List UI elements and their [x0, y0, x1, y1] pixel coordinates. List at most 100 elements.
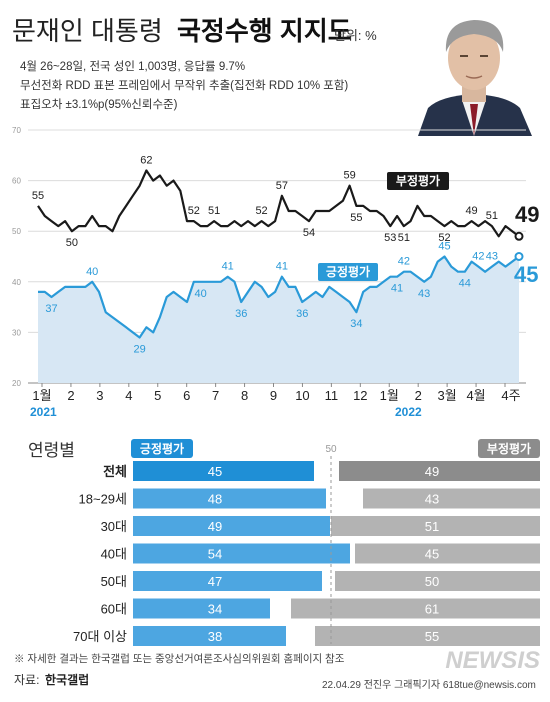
- negative-point-label: 55: [32, 190, 44, 202]
- negative-point-label: 62: [140, 154, 152, 166]
- x-tick-label: 11: [325, 388, 339, 403]
- line-chart-x-axis: 1월 2 3 4 5 6 7 8 9 10 11 12 1월 2 3월 4월 4주 2021 2022: [30, 383, 521, 419]
- negative-point-label: 57: [276, 180, 288, 192]
- positive-bar: [133, 598, 270, 619]
- footnote: ※ 자세한 결과는 한국갤럽 또는 중앙선거여론조사심의위원회 홈페이지 참조: [14, 652, 345, 665]
- y-tick-label-30: 30: [12, 328, 21, 337]
- negative-bar-value: 55: [425, 629, 439, 644]
- positive-point-label: 42: [398, 256, 410, 268]
- negative-bar-value: 49: [425, 464, 439, 479]
- negative-point-label: 55: [350, 212, 362, 224]
- negative-bar: [339, 461, 540, 481]
- y-tick-label-60: 60: [12, 177, 21, 186]
- x-tick-label: 3: [96, 388, 103, 403]
- y-tick-label-50: 50: [12, 227, 21, 236]
- x-tick-label: 4월: [466, 388, 485, 403]
- negative-bar: [363, 488, 540, 509]
- footer: ※ 자세한 결과는 한국갤럽 또는 중앙선거여론조사심의위원회 홈페이지 참조 …: [14, 647, 540, 691]
- x-tick-label: 8: [241, 388, 248, 403]
- positive-legend-tag: 긍정평가: [131, 439, 193, 458]
- negative-bar: [335, 571, 540, 591]
- negative-point-label: 52: [255, 205, 267, 217]
- negative-bar: [331, 516, 540, 536]
- category-label: 60대: [101, 602, 127, 617]
- positive-point-label: 41: [391, 283, 403, 295]
- negative-bar-value: 51: [425, 519, 439, 534]
- x-tick-label: 1월: [380, 388, 399, 403]
- category-label: 18~29세: [79, 492, 127, 507]
- positive-bar: [133, 626, 286, 646]
- positive-bar-value: 48: [208, 492, 222, 507]
- positive-series-tag-text: 긍정평가: [326, 264, 370, 279]
- x-tick-label: 4: [125, 388, 132, 403]
- line-chart-end-markers: [514, 231, 524, 261]
- negative-point-label: 52: [438, 232, 450, 244]
- year-label-2021: 2021: [30, 405, 57, 419]
- negative-point-label: 53: [384, 232, 396, 244]
- x-tick-label: 9: [270, 388, 277, 403]
- line-chart-y-ticks: 20 30 40 50 60 70: [12, 126, 21, 388]
- age-group-bar-chart: 연령별 긍정평가 부정평가 50 전체 45 49 18~29세 48 43 30대 49 51…: [28, 439, 540, 646]
- negative-legend-text: 부정평가: [487, 441, 531, 456]
- positive-point-label: 34: [350, 318, 362, 330]
- survey-info-line-1: 4월 26~28일, 전국 성인 1,003명, 응답률 9.7%: [20, 59, 245, 73]
- x-tick-label: 2: [67, 388, 74, 403]
- positive-point-label: 43: [418, 288, 430, 300]
- newsis-logo: NEWSIS: [445, 647, 540, 674]
- x-tick-label: 3월: [438, 388, 457, 403]
- positive-bar: [133, 571, 322, 591]
- category-label: 40대: [101, 547, 127, 562]
- midline-label: 50: [325, 444, 337, 455]
- x-tick-label: 5: [154, 388, 161, 403]
- positive-bar-value: 47: [208, 574, 222, 589]
- bar-chart-title: 연령별: [28, 441, 75, 460]
- category-label: 30대: [101, 519, 127, 534]
- positive-bar-value: 38: [208, 629, 222, 644]
- positive-end-value: 45: [514, 262, 538, 287]
- positive-bar: [133, 543, 350, 564]
- negative-bar: [291, 598, 540, 619]
- negative-bar-value: 61: [425, 602, 439, 617]
- negative-legend-tag: 부정평가: [478, 439, 540, 458]
- bar-rows: 전체 45 49 18~29세 48 43 30대 49 51 40대 54 45 50대 47 50 60대…: [73, 461, 540, 646]
- negative-series-tag: 부정평가: [387, 172, 449, 190]
- source-name: 한국갤럽: [45, 672, 89, 687]
- positive-end-marker: [514, 252, 524, 261]
- x-tick-label: 1월: [32, 388, 51, 403]
- survey-info-line-2: 무선전화 RDD 표본 프레임에서 무작위 추출(집전화 RDD 10% 포함): [20, 79, 348, 92]
- positive-point-label: 40: [86, 266, 98, 278]
- negative-series-line: [37, 169, 520, 238]
- positive-point-label: 40: [194, 288, 206, 300]
- x-tick-label: 10: [295, 388, 309, 403]
- category-label: 70대 이상: [73, 629, 127, 644]
- year-label-2022: 2022: [395, 405, 422, 419]
- positive-series-line: [38, 255, 520, 339]
- positive-bar-value: 49: [208, 519, 222, 534]
- x-tick-label: 2: [415, 388, 422, 403]
- negative-bar-value: 50: [425, 574, 439, 589]
- positive-point-label: 43: [486, 251, 498, 263]
- positive-bar: [133, 461, 314, 481]
- positive-area-fill: [38, 256, 519, 383]
- positive-point-label: 36: [235, 308, 247, 320]
- positive-bar-value: 34: [208, 602, 222, 617]
- negative-bar: [315, 626, 540, 646]
- positive-point-label: 41: [276, 261, 288, 273]
- positive-point-label: 41: [222, 261, 234, 273]
- credit-line: 22.04.29 전진우 그래픽기자 618tue@newsis.com: [322, 679, 536, 691]
- positive-point-label: 44: [459, 278, 471, 290]
- negative-bar: [355, 543, 540, 564]
- negative-point-label: 52: [188, 205, 200, 217]
- positive-bar-value: 54: [208, 547, 222, 562]
- y-tick-label-40: 40: [12, 278, 21, 287]
- positive-point-label: 42: [472, 251, 484, 263]
- x-tick-label: 7: [212, 388, 219, 403]
- source-label: 자료:: [14, 673, 39, 687]
- negative-point-label: 49: [465, 205, 477, 217]
- negative-bar-value: 45: [425, 547, 439, 562]
- negative-end-marker: [514, 231, 524, 241]
- positive-point-label: 37: [45, 303, 57, 315]
- y-tick-label-20: 20: [12, 379, 21, 388]
